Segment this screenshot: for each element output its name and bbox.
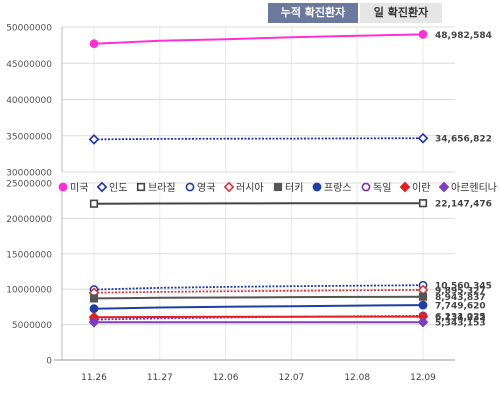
tab-bar: 누적 확진환자 일 확진환자: [268, 3, 442, 23]
bottom_panel-point: [418, 300, 428, 310]
x-tick-label: 12.09: [410, 373, 436, 383]
bottom_panel-series-line: [93, 284, 424, 291]
bottom_panel-data-label: 5,343,153: [435, 319, 486, 329]
top_panel-data-label: 34,656,822: [435, 135, 492, 145]
legend-entry: 독일: [373, 182, 391, 194]
bottom_panel-point: [418, 199, 428, 208]
bottom_panel-point: [89, 294, 99, 303]
top_panel-point: [417, 132, 429, 144]
legend-entry: 터키: [285, 182, 303, 194]
bottom_panel-data-label: 7,749,620: [435, 302, 486, 312]
top_panel-point: [88, 134, 100, 145]
top_panel-series-line: [93, 33, 424, 45]
legend-marker: [58, 182, 68, 192]
legend-entry: 아르헨티나: [451, 182, 497, 194]
legend-marker: [273, 182, 283, 192]
legend-marker: [185, 182, 195, 192]
legend-marker: [438, 181, 450, 193]
legend-entry: 러시아: [236, 182, 264, 194]
bottom_panel-point: [418, 292, 428, 301]
top_panel-ytick-label: 30000000: [6, 169, 52, 179]
top_panel-data-label: 48,982,584: [435, 31, 492, 41]
bottom_panel-point: [417, 316, 429, 328]
bottom_panel-series-line: [93, 295, 424, 300]
bottom_panel-data-label: 22,147,476: [435, 200, 492, 210]
top_panel-series-line: [93, 137, 424, 141]
tab-cumulative-cases[interactable]: 누적 확진환자: [268, 3, 358, 23]
legend-marker: [96, 181, 108, 193]
bottom_panel-data-label: 8,943,837: [435, 293, 486, 303]
bottom_panel-ytick-label: 10000000: [6, 286, 52, 296]
bottom_panel-series-line: [93, 315, 423, 319]
legend-marker: [312, 182, 322, 192]
top_panel-point: [89, 39, 99, 49]
legend-marker: [136, 182, 146, 192]
top_panel-ytick-label: 40000000: [6, 96, 52, 106]
tab-daily-cases[interactable]: 일 확진환자: [360, 3, 442, 23]
legend-entry: 영국: [197, 182, 215, 194]
bottom_panel-data-label: 10,560,345: [435, 282, 492, 292]
legend-entry: 프랑스: [324, 182, 352, 194]
legend-marker: [399, 181, 411, 193]
bottom_panel-point: [89, 199, 99, 208]
bottom_panel-point: [88, 316, 100, 328]
top_panel-point: [418, 29, 428, 39]
bottom_panel-series-line: [93, 289, 424, 294]
bottom_panel-ytick-label: 25000000: [6, 180, 52, 190]
legend-entry: 이란: [412, 182, 430, 194]
bottom_panel-series-line: [93, 202, 424, 205]
bottom_panel-point: [89, 304, 99, 314]
bottom_panel-data-label: 6,134,232: [435, 313, 486, 323]
legend-entry: 브라질: [148, 182, 176, 194]
bottom_panel-data-label: 9,895,327: [435, 286, 486, 296]
legend-entry: 미국: [70, 182, 88, 194]
top_panel-ytick-label: 35000000: [6, 132, 52, 142]
x-tick-label: 12.06: [213, 373, 239, 383]
legend-entry: 인도: [109, 182, 127, 194]
bottom_panel-ytick-label: 5000000: [12, 321, 52, 331]
bottom_panel-data-label: 6,231,025: [435, 312, 486, 322]
top_panel-ytick-label: 45000000: [6, 60, 52, 70]
top_panel-ytick-label: 50000000: [6, 24, 52, 34]
bottom_panel-ytick-label: 15000000: [6, 250, 52, 260]
x-tick-label: 11.27: [147, 373, 173, 383]
bottom_panel-series-line: [93, 304, 424, 310]
legend-marker: [361, 182, 371, 192]
bottom_panel-ytick-label: 20000000: [6, 215, 52, 225]
legend-marker: [223, 181, 235, 193]
x-tick-label: 11.26: [81, 373, 107, 383]
bottom_panel-ytick-label: 0: [46, 357, 52, 367]
x-tick-label: 12.08: [344, 373, 370, 383]
x-tick-label: 12.07: [279, 373, 305, 383]
